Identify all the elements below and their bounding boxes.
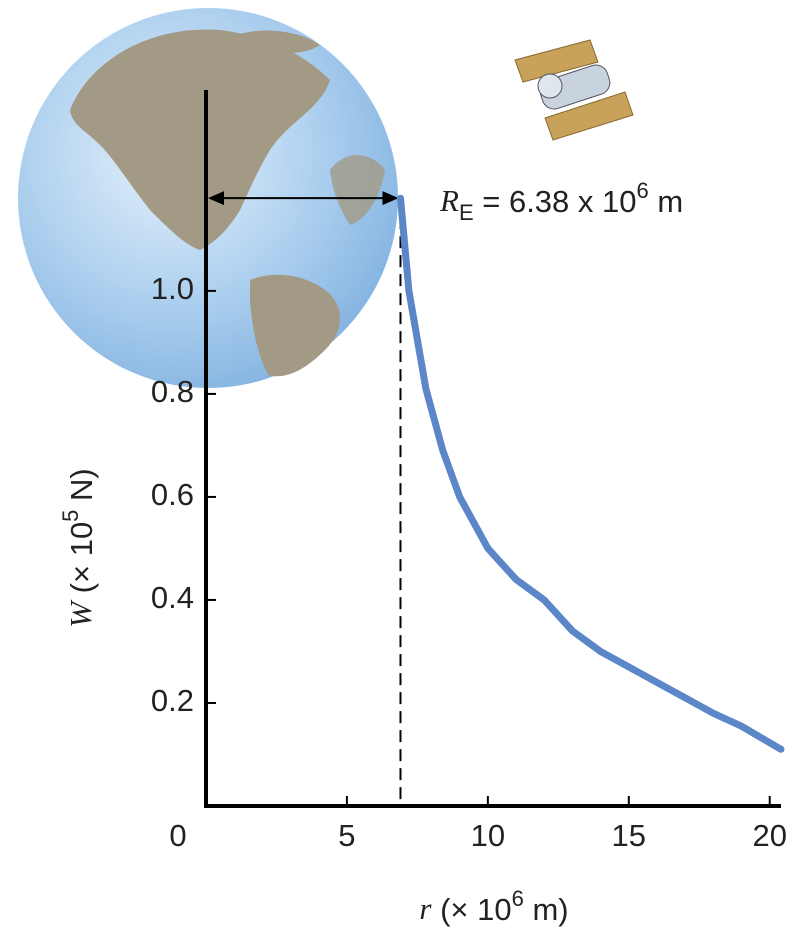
y-label-exponent: 5 <box>58 510 83 522</box>
annotation-exponent: 6 <box>637 178 649 203</box>
x-tick-label: 5 <box>338 818 355 853</box>
y-axis-label: W (× 105 N) <box>58 468 99 628</box>
y-label-text: (× 10 <box>64 522 99 602</box>
x-label-unit: m) <box>524 892 569 927</box>
y-tick-label: 0.6 <box>151 477 194 512</box>
y-tick-label: 1.0 <box>151 271 194 306</box>
y-tick-label: 0.2 <box>151 683 194 718</box>
y-tick-label: 0.8 <box>151 374 194 409</box>
annotation-text: = 6.38 x 10 <box>474 184 637 219</box>
y-label-unit: N) <box>64 468 99 509</box>
annotation-symbol: R <box>439 183 459 218</box>
x-axis-label: r (× 106 m) <box>419 886 568 927</box>
y-tick-label: 0.4 <box>151 580 194 615</box>
x-tick-label: 20 <box>752 818 786 853</box>
chart: 0 5 10 15 20 0.2 0.4 0.6 0.8 1.0 RE = 6.38 x 106 … <box>0 0 809 933</box>
radius-annotation: RE = 6.38 x 106 m <box>439 178 683 225</box>
x-label-exponent: 6 <box>512 886 524 911</box>
x-tick-label: 15 <box>612 818 646 853</box>
y-label-symbol: W <box>63 599 98 628</box>
x-tick-label: 10 <box>471 818 505 853</box>
x-label-symbol: r <box>419 891 432 926</box>
annotation-subscript: E <box>459 200 474 225</box>
x-label-text: (× 10 <box>431 892 511 927</box>
satellite-illustration <box>515 40 633 140</box>
annotation-unit: m <box>649 184 683 219</box>
weight-curve <box>401 198 782 749</box>
x-tick-label: 0 <box>169 818 186 853</box>
